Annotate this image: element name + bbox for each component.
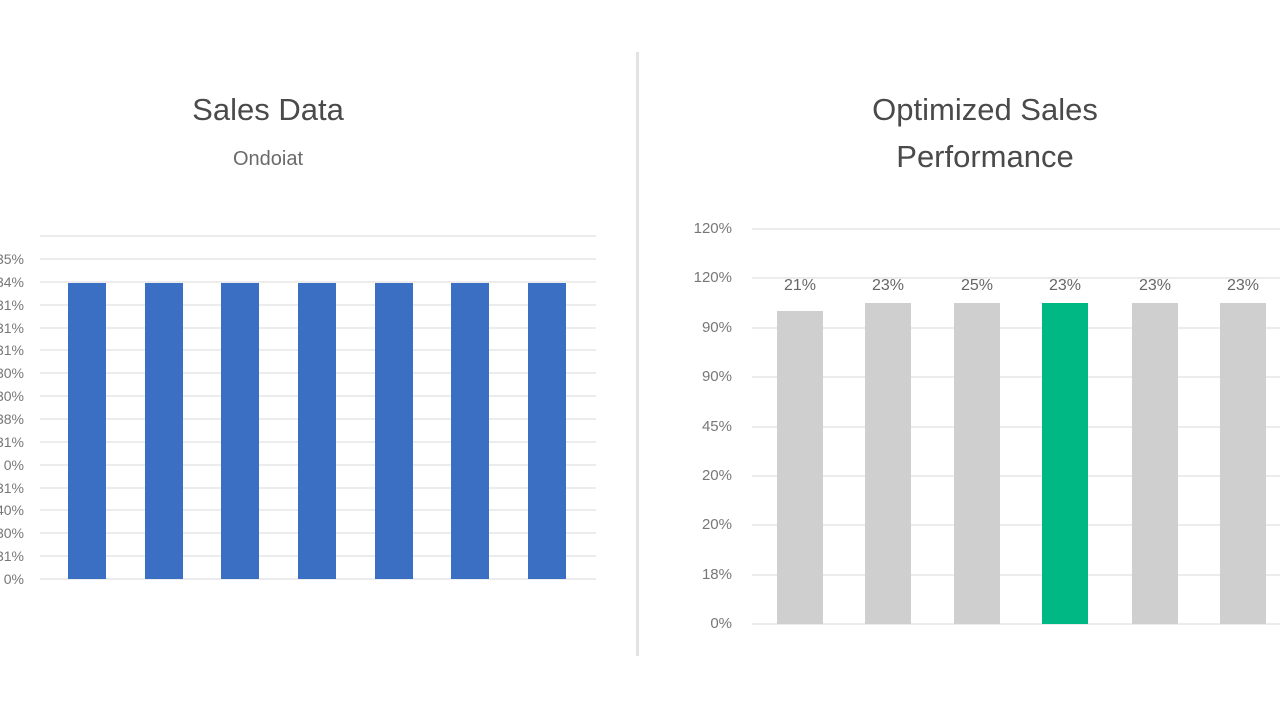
- y-tick-label: 120%: [693, 220, 732, 237]
- gridline: [752, 623, 1280, 625]
- bar: [298, 283, 336, 579]
- bar: [954, 303, 1000, 624]
- y-tick-label: 20%: [701, 516, 732, 534]
- bar: [451, 283, 489, 579]
- gridline: [752, 425, 1280, 428]
- y-tick-label: 34%: [0, 273, 24, 290]
- panel-divider: [636, 52, 639, 656]
- y-tick-label: 31%: [0, 342, 24, 359]
- gridline: [40, 578, 596, 580]
- data-label: 25%: [960, 277, 994, 294]
- left-chart-title: Sales Data: [192, 92, 344, 127]
- gridline: [752, 573, 1280, 576]
- y-tick-label: 30%: [0, 388, 24, 405]
- data-label: 23%: [1138, 277, 1172, 294]
- gridline: [752, 524, 1280, 527]
- y-tick-label: 30%: [0, 365, 24, 382]
- bar: [221, 283, 259, 579]
- y-tick-label: 35%: [0, 251, 24, 267]
- gridline: [752, 228, 1280, 230]
- y-tick-label: 40%: [0, 502, 24, 519]
- bar: [528, 283, 566, 579]
- gridline: [752, 277, 1280, 280]
- y-tick-label: 31%: [0, 548, 24, 565]
- bar: [1132, 303, 1178, 624]
- y-tick-label: 30%: [0, 525, 24, 542]
- y-tick-label: 31%: [0, 433, 24, 450]
- gridline: [40, 258, 596, 260]
- gridline: [752, 326, 1280, 329]
- y-tick-label: 90%: [701, 318, 732, 336]
- bar: [865, 303, 911, 624]
- gridline: [752, 376, 1280, 379]
- bar: [145, 283, 183, 579]
- data-label: 23%: [871, 277, 905, 294]
- y-tick-label: 0%: [3, 571, 24, 587]
- y-tick-label: 90%: [701, 368, 732, 386]
- y-tick-label: 18%: [701, 565, 732, 583]
- right-chart-title-line2: Performance: [896, 139, 1074, 174]
- y-tick-label: 31%: [0, 479, 24, 496]
- right-chart-panel: Optimized Sales Performance 120% 120% 90% 9…: [640, 0, 1280, 720]
- bar: [375, 283, 413, 579]
- left-chart-subtitle: Ondoiat: [232, 148, 304, 170]
- bar: [1220, 303, 1266, 624]
- bar: [1042, 303, 1088, 624]
- gridline: [40, 280, 596, 283]
- y-tick-label: 120%: [693, 269, 732, 287]
- gridline: [40, 235, 596, 237]
- y-tick-label: 31%: [0, 296, 24, 313]
- bar: [68, 283, 106, 579]
- left-chart-panel: Sales Data Ondoiat 35% 34% 31% 31% 31% 30% 30%…: [0, 0, 636, 720]
- y-tick-label: 31%: [0, 319, 24, 336]
- gridline: [752, 474, 1280, 477]
- y-tick-label: 20%: [701, 466, 732, 484]
- data-label: 23%: [1048, 277, 1082, 294]
- data-label: 23%: [1226, 277, 1260, 294]
- data-label: 21%: [783, 277, 817, 294]
- y-tick-label: 0%: [3, 456, 24, 473]
- bar: [777, 311, 823, 624]
- y-tick-label: 45%: [701, 417, 732, 435]
- y-tick-label: 38%: [0, 411, 24, 427]
- y-tick-label: 0%: [710, 615, 732, 632]
- right-chart-title-line1: Optimized Sales: [872, 92, 1098, 127]
